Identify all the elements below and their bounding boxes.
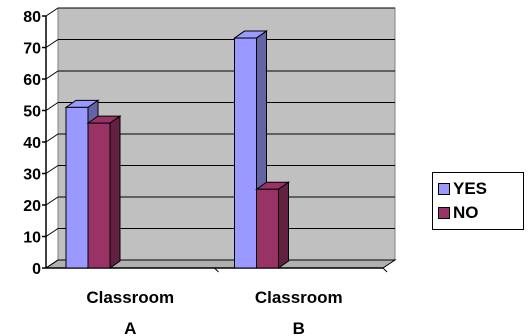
legend-swatch-no (438, 207, 450, 219)
y-tick-label: 20 (23, 198, 41, 215)
y-tick-label: 50 (23, 104, 41, 121)
gridline-side (45, 39, 59, 48)
bar-side (109, 115, 121, 269)
y-tick-label: 0 (32, 261, 41, 278)
x-tick (214, 267, 219, 273)
gridline-side (45, 70, 59, 80)
bar-front (234, 37, 257, 269)
gridline-side (45, 133, 59, 143)
bars (64, 30, 291, 269)
bar-front (87, 122, 111, 269)
gridline-side (45, 228, 59, 237)
bar-no-0 (86, 115, 122, 269)
legend: YES NO (432, 172, 524, 230)
x-tick (382, 267, 388, 273)
y-tick-label: 30 (23, 167, 41, 184)
x-category-label: Classroom (86, 288, 174, 307)
bar-no-1 (254, 181, 291, 269)
gridline-side (45, 102, 59, 111)
bar-front (256, 188, 279, 269)
legend-item-yes: YES (438, 177, 523, 201)
legend-label-yes: YES (453, 179, 488, 198)
y-tick-label: 60 (23, 72, 41, 89)
y-tick-label: 70 (23, 41, 41, 58)
x-category-label: B (293, 319, 305, 336)
gridline-side (45, 259, 59, 269)
legend-label-no: NO (453, 203, 479, 222)
gridline-side (45, 196, 59, 206)
x-category-label: A (124, 319, 136, 336)
legend-swatch-yes (438, 183, 450, 195)
x-category-label: Classroom (255, 288, 343, 307)
bar-front (65, 106, 89, 269)
gridline-side (45, 7, 59, 17)
legend-item-no: NO (438, 201, 523, 225)
x-axis-labels: Classroom A Classroom B (86, 288, 342, 336)
y-tick-label: 10 (23, 230, 41, 247)
y-tick-label: 40 (23, 135, 41, 152)
bar-side (278, 181, 289, 269)
y-axis-ticks: 0 10 20 30 40 50 60 70 80 (23, 9, 46, 278)
gridline-side (45, 165, 59, 174)
y-tick-label: 80 (23, 9, 41, 26)
